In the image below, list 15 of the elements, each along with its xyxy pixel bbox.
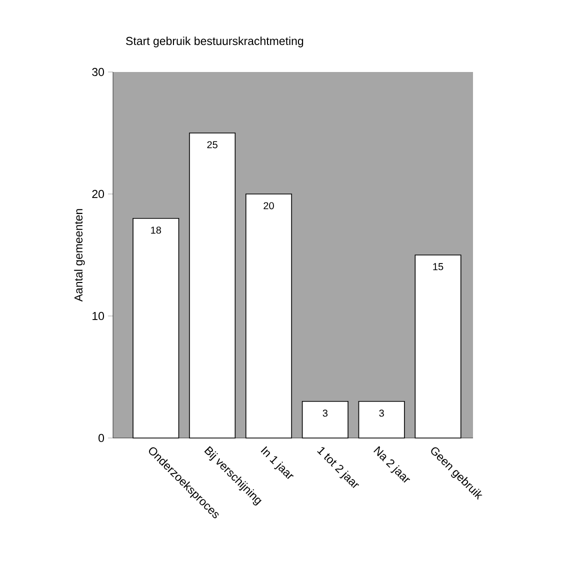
data-label: 3 bbox=[379, 410, 384, 417]
chart-title: Start gebruik bestuurskrachtmeting bbox=[126, 36, 304, 48]
x-tick-label: 1 tot 2 jaar bbox=[317, 447, 360, 488]
data-label: 18 bbox=[151, 226, 162, 234]
data-label: 15 bbox=[433, 263, 444, 270]
y-tick-label: 10 bbox=[92, 312, 104, 320]
y-tick-label: 30 bbox=[92, 68, 104, 76]
y-axis-title: Aantal gemeenten bbox=[74, 209, 85, 302]
x-tick-label: Na 2 jaar bbox=[374, 446, 410, 483]
data-label: 25 bbox=[207, 141, 218, 148]
data-label: 3 bbox=[322, 410, 328, 417]
data-label: 20 bbox=[264, 202, 274, 210]
y-tick-label: 20 bbox=[92, 190, 104, 198]
y-tick-label: 0 bbox=[98, 434, 104, 442]
x-tick-label: In 1 jaar bbox=[260, 446, 294, 479]
